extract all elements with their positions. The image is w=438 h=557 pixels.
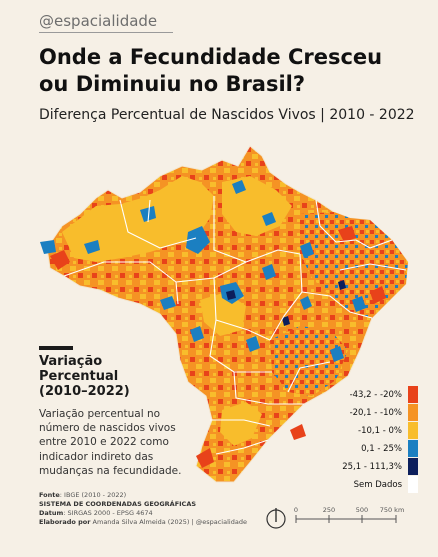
legend-class-4-label: 0,1 - 25% xyxy=(361,443,402,454)
legend-description: Variação percentual no número de nascido… xyxy=(39,408,182,477)
region-southeast xyxy=(270,326,348,396)
scale-tick-0: 0 xyxy=(294,506,298,514)
legend-class-6: Sem Dados xyxy=(354,476,418,493)
region-mild-decline-center xyxy=(200,292,246,336)
legend-swatch-2 xyxy=(408,404,418,421)
legend-class-3: -10,1 - 0% xyxy=(358,422,418,439)
legend-swatch-6 xyxy=(408,476,418,493)
region-mild-decline-north xyxy=(62,176,214,262)
state-borders xyxy=(63,196,407,455)
legend-class-2-label: -20,1 - -10% xyxy=(349,407,402,418)
map-subtitle: Diferença Percentual de Nascidos Vivos |… xyxy=(39,107,415,123)
legend-class-6-label: Sem Dados xyxy=(353,479,402,490)
legend-class-2: -20,1 - -10% xyxy=(350,404,418,421)
legend-class-5: 25,1 - 111,3% xyxy=(342,458,418,475)
map-title: Onde a Fecundidade Cresceu ou Diminuiu n… xyxy=(39,45,383,96)
north-arrow-icon xyxy=(266,508,286,529)
scale-tick-250: 250 xyxy=(323,506,335,514)
brazil-choropleth-map xyxy=(40,145,409,483)
legend-title: Variação Percentual (2010–2022) xyxy=(39,354,130,399)
credit-author: Elaborado por Amanda Silva Almeida (2025… xyxy=(39,518,247,526)
credit-crs: SISTEMA DE COORDENADAS GEOGRÁFICAS xyxy=(39,500,197,508)
scale-tick-500: 500 xyxy=(356,506,368,514)
credit-source: Fonte: IBGE (2010 - 2022) xyxy=(39,491,127,499)
legend-class-5-label: 25,1 - 111,3% xyxy=(342,461,402,472)
handle-underline xyxy=(39,32,173,33)
legend-class-3-label: -10,1 - 0% xyxy=(358,425,402,436)
legend-swatch-5 xyxy=(408,458,418,475)
legend-swatch-3 xyxy=(408,422,418,439)
handle-text: @espacialidade xyxy=(39,12,158,30)
legend-swatch-1 xyxy=(408,386,418,403)
map-credits: Fonte: IBGE (2010 - 2022) SISTEMA DE COO… xyxy=(39,491,269,527)
legend-swatch-4 xyxy=(408,440,418,457)
region-mild-decline-south xyxy=(220,402,262,446)
scale-tick-750: 750 km xyxy=(380,506,404,514)
strong-growth-patches xyxy=(226,280,346,326)
legend-class-4: 0,1 - 25% xyxy=(361,440,418,457)
scale-bar: 0 250 500 750 km xyxy=(294,506,404,523)
legend-accent-bar xyxy=(39,346,73,350)
credit-datum: Datum: SIRGAS 2000 - EPSG 4674 xyxy=(39,509,153,517)
legend-class-1-label: -43,2 - -20% xyxy=(349,389,402,400)
legend-class-1: -43,2 - -20% xyxy=(350,386,418,403)
